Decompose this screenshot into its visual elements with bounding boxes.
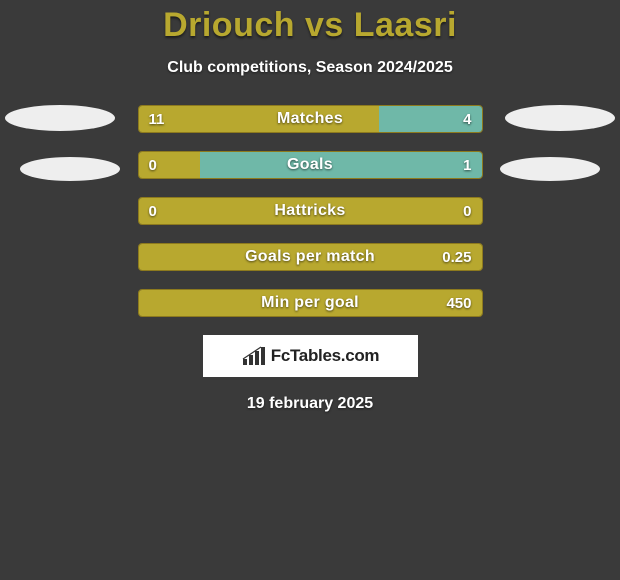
stat-label: Min per goal <box>139 290 482 316</box>
stat-row: Goals per match0.25 <box>138 243 483 271</box>
stat-label: Goals <box>139 152 482 178</box>
stat-label: Goals per match <box>139 244 482 270</box>
decor-ellipse <box>505 105 615 131</box>
stat-label: Hattricks <box>139 198 482 224</box>
stat-value-right: 450 <box>446 290 471 316</box>
stat-row: 11Matches4 <box>138 105 483 133</box>
chart-icon <box>241 345 267 367</box>
chart-area: 11Matches40Goals10Hattricks0Goals per ma… <box>0 105 620 317</box>
stat-row: Min per goal450 <box>138 289 483 317</box>
stat-value-right: 0 <box>463 198 471 224</box>
stat-row: 0Hattricks0 <box>138 197 483 225</box>
stat-value-right: 1 <box>463 152 471 178</box>
brand-text: FcTables.com <box>271 346 380 366</box>
decor-ellipse <box>500 157 600 181</box>
stat-row: 0Goals1 <box>138 151 483 179</box>
brand-box: FcTables.com <box>203 335 418 377</box>
decor-ellipse <box>20 157 120 181</box>
decor-ellipse <box>5 105 115 131</box>
subtitle: Club competitions, Season 2024/2025 <box>0 59 620 77</box>
stat-label: Matches <box>139 106 482 132</box>
stat-value-right: 0.25 <box>442 244 471 270</box>
stat-value-right: 4 <box>463 106 471 132</box>
page-title: Driouch vs Laasri <box>0 0 620 45</box>
stat-bars: 11Matches40Goals10Hattricks0Goals per ma… <box>138 105 483 317</box>
date-text: 19 february 2025 <box>0 395 620 413</box>
